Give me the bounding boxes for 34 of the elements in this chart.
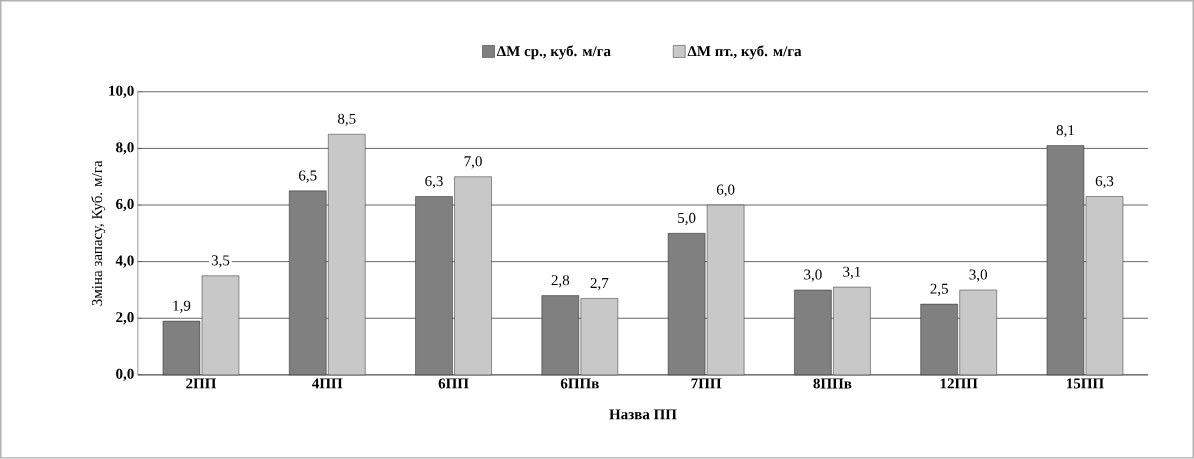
data-label: 7,0 xyxy=(464,156,482,169)
x-axis-title: Назва ПП xyxy=(609,409,677,420)
x-tick-label: 12ПП xyxy=(940,378,978,389)
data-label: 2,7 xyxy=(590,278,609,291)
x-tick-label: 4ПП xyxy=(312,378,343,389)
data-label: 6,3 xyxy=(1095,176,1114,189)
x-tick-label: 2ПП xyxy=(186,378,217,389)
y-tick-label: 10,0 xyxy=(109,85,134,99)
data-label: 2,5 xyxy=(930,283,948,297)
data-label: 6,5 xyxy=(299,170,317,183)
x-tick-label: 7ПП xyxy=(691,378,722,389)
data-label: 8,5 xyxy=(337,113,356,127)
y-axis-title: Зміна запасу, Куб. м/га xyxy=(91,160,106,306)
data-label: 5,0 xyxy=(678,213,696,226)
data-label: 8,1 xyxy=(1056,125,1074,138)
data-label: 3,5 xyxy=(211,255,230,268)
data-label: 6,3 xyxy=(425,176,443,189)
data-label: 3,1 xyxy=(843,266,861,280)
x-tick-label: 6ППв xyxy=(560,378,599,389)
data-label: 2,8 xyxy=(551,275,570,288)
y-tick-label: 4,0 xyxy=(115,255,134,268)
data-label: 3,0 xyxy=(804,269,822,282)
y-tick-label: 8,0 xyxy=(116,142,134,155)
data-label: 6,0 xyxy=(716,184,735,197)
y-tick-label: 2,0 xyxy=(116,312,134,325)
x-tick-label: 15ПП xyxy=(1067,378,1104,389)
y-tick-label: 6,0 xyxy=(116,199,134,212)
legend-label: ΔM пт., куб. м/га xyxy=(687,45,802,60)
y-tick-label: 0,0 xyxy=(116,368,134,382)
x-tick-label: 6ПП xyxy=(438,378,469,389)
legend-label: ΔM ср., куб. м/га xyxy=(496,45,611,60)
data-label: 1,9 xyxy=(173,300,191,314)
data-label: 3,0 xyxy=(969,269,987,282)
x-tick-label: 8ППв xyxy=(813,378,852,389)
